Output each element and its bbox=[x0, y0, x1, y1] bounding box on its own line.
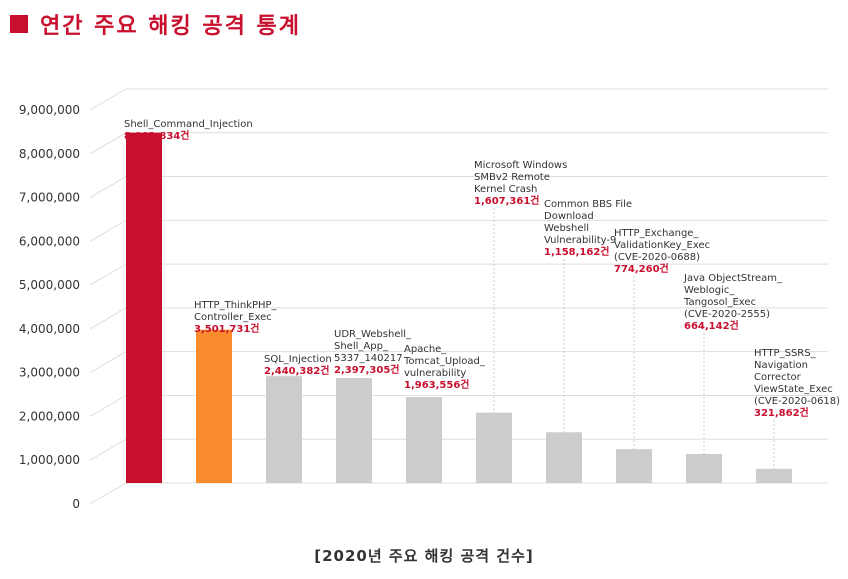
bar bbox=[126, 132, 162, 483]
y-tick-label: 1,000,000 bbox=[19, 453, 80, 467]
bar bbox=[406, 397, 442, 483]
bar bbox=[756, 468, 792, 483]
y-tick-label: 0 bbox=[72, 497, 80, 511]
y-tick-label: 3,000,000 bbox=[19, 366, 80, 380]
bar bbox=[686, 453, 722, 483]
chart-caption: [2020년 주요 해킹 공격 건수] bbox=[314, 547, 534, 565]
category-label: Tangosol_Exec bbox=[683, 297, 756, 308]
bar bbox=[546, 432, 582, 483]
title-block: 연간 주요 해킹 공격 통계 bbox=[10, 8, 301, 40]
data-label: 2,440,382건 bbox=[264, 364, 330, 377]
category-label: (CVE-2020-0688) bbox=[614, 252, 700, 263]
data-label: 1,158,162건 bbox=[544, 245, 610, 258]
data-label: 1,607,361건 bbox=[474, 194, 540, 207]
category-label: HTTP_SSRS_ bbox=[754, 348, 817, 359]
category-label: Weblogic_ bbox=[684, 285, 735, 296]
category-label: Navigation bbox=[754, 360, 808, 371]
title-marker-icon bbox=[10, 15, 28, 33]
gridline bbox=[89, 176, 828, 198]
bar bbox=[476, 412, 512, 483]
category-label: Microsoft Windows bbox=[474, 160, 567, 171]
category-label: HTTP_Exchange_ bbox=[614, 228, 699, 239]
category-label: vulnerability bbox=[404, 368, 466, 379]
category-label: Corrector bbox=[754, 372, 802, 383]
data-label: 2,397,305건 bbox=[334, 363, 400, 376]
category-label: Common BBS File bbox=[544, 199, 632, 210]
category-label: Vulnerability-9 bbox=[544, 235, 616, 246]
category-label: Download bbox=[544, 211, 594, 222]
gridline bbox=[89, 219, 828, 242]
category-label: ViewState_Exec bbox=[754, 384, 833, 395]
y-tick-label: 5,000,000 bbox=[19, 278, 80, 292]
y-tick-label: 9,000,000 bbox=[19, 103, 80, 117]
data-label: 774,260건 bbox=[614, 262, 669, 275]
bar bbox=[616, 449, 652, 483]
y-tick-label: 2,000,000 bbox=[19, 409, 80, 423]
data-label: 3,501,731건 bbox=[194, 322, 260, 335]
category-label: UDR_Webshell_ bbox=[334, 329, 412, 340]
gridline bbox=[89, 482, 828, 505]
gridline bbox=[89, 88, 828, 111]
gridline bbox=[89, 132, 828, 155]
category-label: (CVE-2020-2555) bbox=[684, 309, 770, 320]
category-label: Tomcat_Upload_ bbox=[403, 356, 486, 367]
y-tick-label: 4,000,000 bbox=[19, 322, 80, 336]
y-tick-label: 8,000,000 bbox=[19, 147, 80, 161]
category-label: Java ObjectStream_ bbox=[683, 273, 783, 284]
data-label: 664,142건 bbox=[684, 319, 739, 332]
category-label: ValidationKey_Exec bbox=[614, 240, 710, 251]
category-label: Controller_Exec bbox=[194, 312, 272, 323]
bar bbox=[336, 378, 372, 483]
y-tick-label: 7,000,000 bbox=[19, 191, 80, 205]
data-label: 321,862건 bbox=[754, 406, 809, 419]
category-label: HTTP_ThinkPHP_ bbox=[194, 300, 278, 311]
category-label: Apache_ bbox=[404, 344, 447, 355]
page-title: 연간 주요 해킹 공격 통계 bbox=[40, 14, 302, 39]
category-label: SQL_Injection bbox=[264, 354, 332, 365]
data-label: 1,963,556건 bbox=[404, 378, 470, 391]
category-label: Webshell bbox=[544, 223, 589, 234]
category-label: Shell_Command_Injection bbox=[124, 119, 253, 130]
category-label: Shell_App_ bbox=[334, 341, 389, 352]
bar bbox=[266, 376, 302, 483]
bar bbox=[196, 329, 232, 483]
y-tick-label: 6,000,000 bbox=[19, 234, 80, 248]
category-label: SMBv2 Remote bbox=[474, 172, 550, 183]
category-label: (CVE-2020-0618) bbox=[754, 396, 840, 407]
category-label: 5337_140217 bbox=[334, 353, 403, 364]
data-label: 8,002,834건 bbox=[124, 129, 190, 142]
category-label: Kernel Crash bbox=[474, 184, 537, 195]
